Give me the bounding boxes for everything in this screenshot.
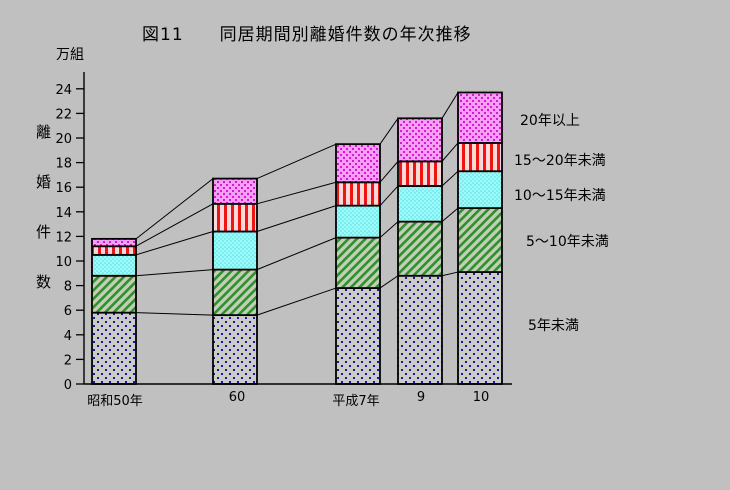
y-axis-unit-label: 万組	[56, 47, 84, 63]
bar-segment	[335, 143, 381, 184]
y-tick-label: 6	[64, 304, 72, 319]
bar-segment	[397, 117, 443, 163]
chart-title: 図11 同居期間別離婚件数の年次推移	[142, 25, 472, 45]
bar-segment	[457, 142, 503, 173]
y-tick-label: 16	[55, 181, 72, 196]
bar-segment	[335, 236, 381, 289]
bar-segment	[335, 287, 381, 385]
bar-segment	[457, 207, 503, 273]
bar-segment	[212, 268, 258, 317]
bar-segment	[457, 170, 503, 210]
connector-line	[379, 161, 399, 183]
bar-segment	[397, 160, 443, 187]
connector-line	[256, 237, 337, 271]
bar-segment	[212, 314, 258, 385]
bar-segment	[91, 311, 137, 385]
bar-segment	[335, 181, 381, 207]
connector-line	[441, 92, 459, 119]
bar-segment	[397, 274, 443, 385]
y-tick-label: 24	[55, 83, 72, 98]
bar-segment	[91, 274, 137, 314]
connector-line	[441, 271, 459, 277]
y-tick-label: 2	[64, 353, 72, 368]
connector-line	[379, 221, 399, 239]
bar-segment	[397, 220, 443, 277]
connector-line	[135, 231, 214, 256]
x-axis-label: 平成7年	[332, 394, 380, 409]
connector-line	[135, 269, 214, 277]
bar-segment	[212, 177, 258, 205]
connector-line	[379, 185, 399, 206]
legend-label: 5～10年未満	[526, 234, 609, 250]
bar-segment	[212, 230, 258, 271]
connector-line	[441, 207, 459, 223]
legend-label: 20年以上	[520, 113, 580, 129]
y-tick-label: 8	[64, 280, 72, 295]
y-tick-label: 14	[55, 206, 72, 221]
y-axis-title: 離婚件数	[34, 124, 52, 324]
connector-line	[379, 118, 399, 145]
y-tick-label: 20	[55, 132, 72, 147]
x-axis-label: 昭和50年	[87, 394, 143, 409]
bar-segment	[457, 271, 503, 385]
bar-segment	[91, 253, 137, 277]
x-axis-label: 10	[472, 390, 490, 405]
connector-line	[256, 181, 337, 205]
y-tick-label: 4	[64, 329, 72, 344]
y-tick-label: 10	[55, 255, 72, 270]
y-tick-label: 22	[55, 107, 72, 122]
y-tick-label: 12	[55, 230, 72, 245]
bar-segment	[212, 202, 258, 233]
legend-label: 15～20年未満	[514, 153, 606, 169]
bar-segment	[397, 185, 443, 223]
x-axis-label: 9	[416, 390, 426, 405]
x-axis-label: 60	[228, 390, 246, 405]
bar-segment	[457, 91, 503, 144]
connector-line	[379, 275, 399, 289]
bar-segment	[91, 237, 137, 248]
connector-line	[135, 178, 214, 240]
legend-label: 10～15年未満	[514, 188, 606, 204]
y-tick-label: 18	[55, 157, 72, 172]
connector-line	[256, 143, 337, 180]
y-tick-label: 0	[64, 378, 72, 393]
connector-line	[441, 142, 459, 162]
connector-line	[256, 287, 337, 316]
connector-line	[256, 205, 337, 232]
bar-segment	[91, 245, 137, 256]
connector-line	[135, 312, 214, 316]
bar-segment	[335, 204, 381, 239]
connector-line	[441, 170, 459, 187]
connector-line	[135, 203, 214, 247]
legend-label: 5年未満	[528, 318, 579, 334]
